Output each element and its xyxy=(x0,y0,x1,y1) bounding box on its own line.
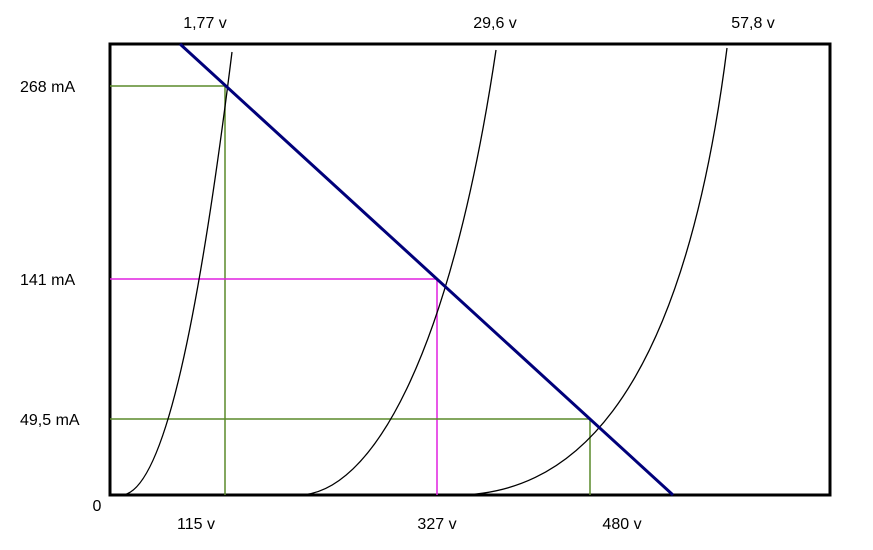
current-label: 49,5 mA xyxy=(20,412,80,429)
curve xyxy=(454,47,728,496)
curve-label: 29,6 v xyxy=(473,15,517,32)
current-label: 141 mA xyxy=(20,272,75,289)
curve-label: 1,77 v xyxy=(183,15,227,32)
voltage-label: 327 v xyxy=(417,516,456,533)
voltage-label: 480 v xyxy=(602,516,641,533)
curve xyxy=(121,51,233,496)
curve xyxy=(297,49,497,496)
origin-label: 0 xyxy=(93,498,102,515)
curve-label: 57,8 v xyxy=(731,15,775,32)
load-line xyxy=(178,42,675,497)
voltage-label: 115 v xyxy=(177,516,215,533)
frame xyxy=(108,42,832,497)
current-label: 268 mA xyxy=(20,79,75,96)
